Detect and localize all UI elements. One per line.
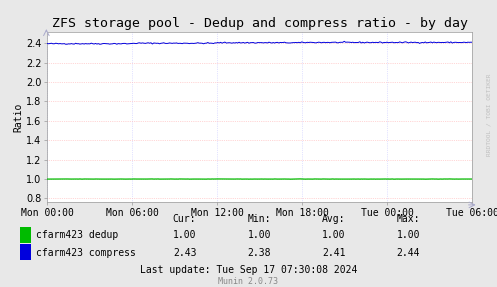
Text: Max:: Max: — [397, 214, 420, 224]
Text: 1.00: 1.00 — [248, 230, 271, 240]
Text: Munin 2.0.73: Munin 2.0.73 — [219, 277, 278, 286]
Text: Min:: Min: — [248, 214, 271, 224]
Text: 1.00: 1.00 — [322, 230, 345, 240]
Text: 2.41: 2.41 — [322, 248, 345, 257]
Text: cfarm423 compress: cfarm423 compress — [36, 248, 136, 257]
Text: 2.38: 2.38 — [248, 248, 271, 257]
Text: Avg:: Avg: — [322, 214, 345, 224]
Title: ZFS storage pool - Dedup and compress ratio - by day: ZFS storage pool - Dedup and compress ra… — [52, 18, 468, 30]
Text: 1.00: 1.00 — [173, 230, 196, 240]
Text: 2.44: 2.44 — [397, 248, 420, 257]
Y-axis label: Ratio: Ratio — [13, 102, 23, 132]
Text: Last update: Tue Sep 17 07:30:08 2024: Last update: Tue Sep 17 07:30:08 2024 — [140, 265, 357, 275]
Text: 1.00: 1.00 — [397, 230, 420, 240]
Text: Cur:: Cur: — [173, 214, 196, 224]
Text: RRDTOOL / TOBI OETIKER: RRDTOOL / TOBI OETIKER — [487, 73, 492, 156]
Text: 2.43: 2.43 — [173, 248, 196, 257]
Text: cfarm423 dedup: cfarm423 dedup — [36, 230, 118, 240]
